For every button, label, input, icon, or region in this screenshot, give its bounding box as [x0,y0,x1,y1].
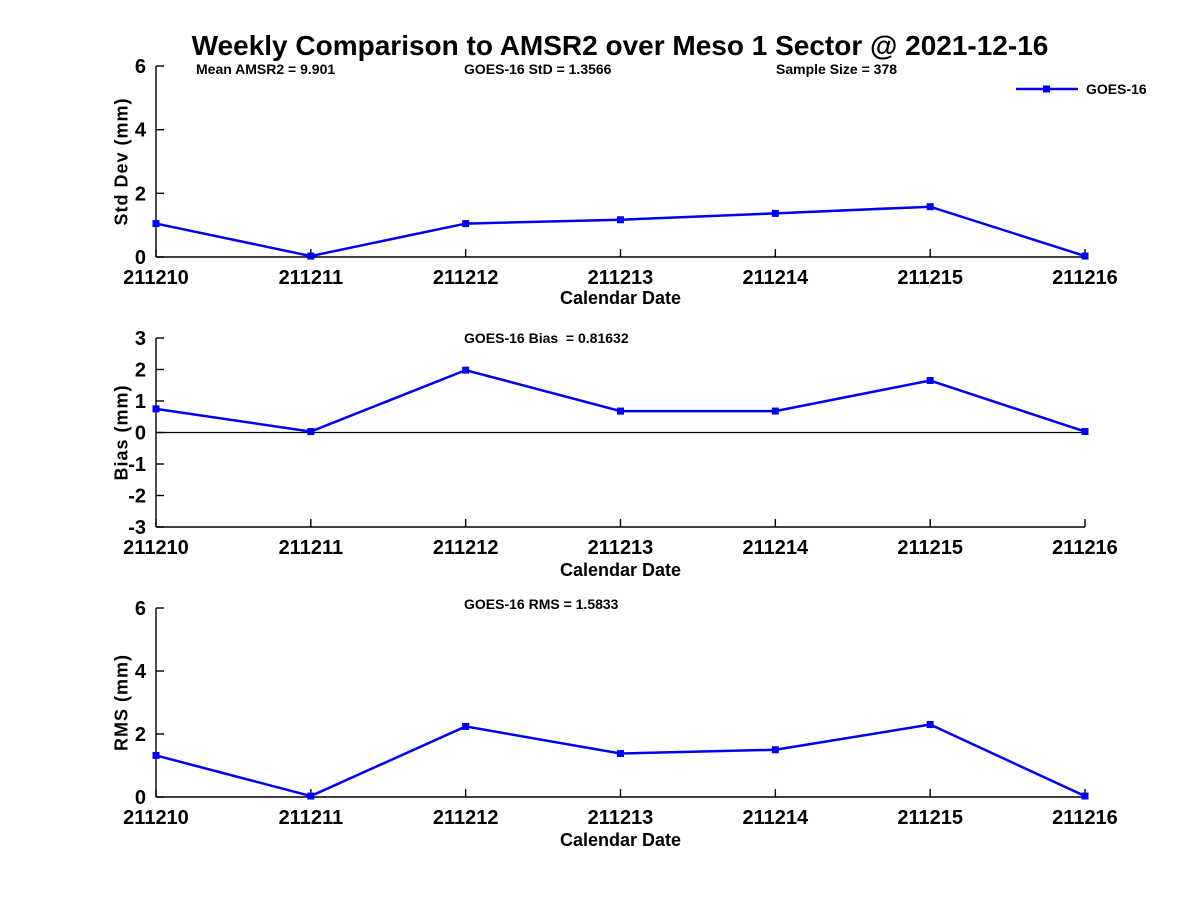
x-axis-label-1: Calendar Date [559,288,682,308]
y-tick-label: 2 [135,724,146,746]
data-point-marker [1081,428,1089,436]
data-point-marker [462,722,470,730]
figure-title: Weekly Comparison to AMSR2 over Meso 1 S… [191,30,1049,61]
x-axis-label-2: Calendar Date [559,560,682,580]
stat-goes16-std: GOES-16 StD = 1.3566 [464,61,612,77]
x-tick-label: 211212 [433,807,499,829]
data-point-marker [771,746,779,754]
y-tick-label: -3 [128,517,146,539]
x-tick-label: 211216 [1052,807,1118,829]
x-tick-label: 211214 [743,807,810,829]
data-point-marker [152,751,160,759]
series-line [155,368,1086,433]
x-axis-label-3: Calendar Date [559,830,682,850]
x-tick-label: 211215 [897,537,963,559]
y-tick-label: -1 [128,454,146,476]
data-point-marker [926,721,934,729]
x-tick-label: 211215 [897,267,963,289]
y-tick-label: 3 [135,328,146,350]
data-point-marker [617,407,624,415]
x-tick-label: 211211 [279,807,344,829]
y-tick-label: 0 [135,787,146,809]
data-point-marker [462,366,470,374]
data-point-marker [307,792,315,800]
data-point-marker [771,407,779,415]
x-tick-label: 211214 [743,537,810,559]
x-tick-label: 211216 [1052,537,1118,559]
data-point-marker [307,428,315,436]
x-tick-label: 211210 [123,807,189,829]
legend-line-marker-icon [1016,85,1078,93]
data-point-marker [307,252,315,260]
x-tick-label: 211215 [897,807,963,829]
data-point-marker [926,377,934,385]
data-point-marker [152,405,160,413]
data-point-marker [617,750,624,758]
y-tick-label: 6 [135,598,146,620]
y-tick-label: 2 [135,360,146,382]
x-tick-label: 211214 [743,267,810,289]
y-tick-label: 4 [135,120,147,142]
x-tick-label: 211210 [123,267,189,289]
y-tick-label: -2 [128,486,146,508]
data-point-marker [771,209,779,217]
y-tick-label: 0 [135,247,146,269]
x-tick-label: 211213 [588,537,654,559]
y-tick-label: 4 [135,661,147,683]
data-point-marker [926,203,934,211]
x-tick-label: 211211 [279,267,344,289]
series-line [155,723,1086,798]
stat-sample-size: Sample Size = 378 [776,61,898,77]
x-tick-label: 211216 [1052,267,1118,289]
x-tick-label: 211213 [588,807,654,829]
data-point-marker [617,216,624,224]
stat-goes16-bias: GOES-16 Bias = 0.81632 [464,330,629,346]
stat-goes16-rms: GOES-16 RMS = 1.5833 [464,596,619,612]
x-tick-label: 211212 [433,267,499,289]
data-point-marker [152,220,160,228]
x-tick-label: 211212 [433,537,499,559]
legend-label: GOES-16 [1086,81,1147,97]
stat-mean-amsr2: Mean AMSR2 = 9.901 [196,61,336,77]
series-line [155,205,1086,258]
y-tick-label: 6 [135,56,146,78]
y-tick-label: 2 [135,183,146,205]
data-point-marker [1081,792,1089,800]
x-tick-label: 211213 [588,267,654,289]
y-tick-label: 0 [135,423,146,445]
x-tick-label: 211211 [279,537,344,559]
y-tick-label: 1 [135,391,146,413]
legend [1014,80,1084,98]
x-tick-label: 211210 [123,537,189,559]
data-point-marker [462,220,470,228]
data-point-marker [1081,252,1089,260]
